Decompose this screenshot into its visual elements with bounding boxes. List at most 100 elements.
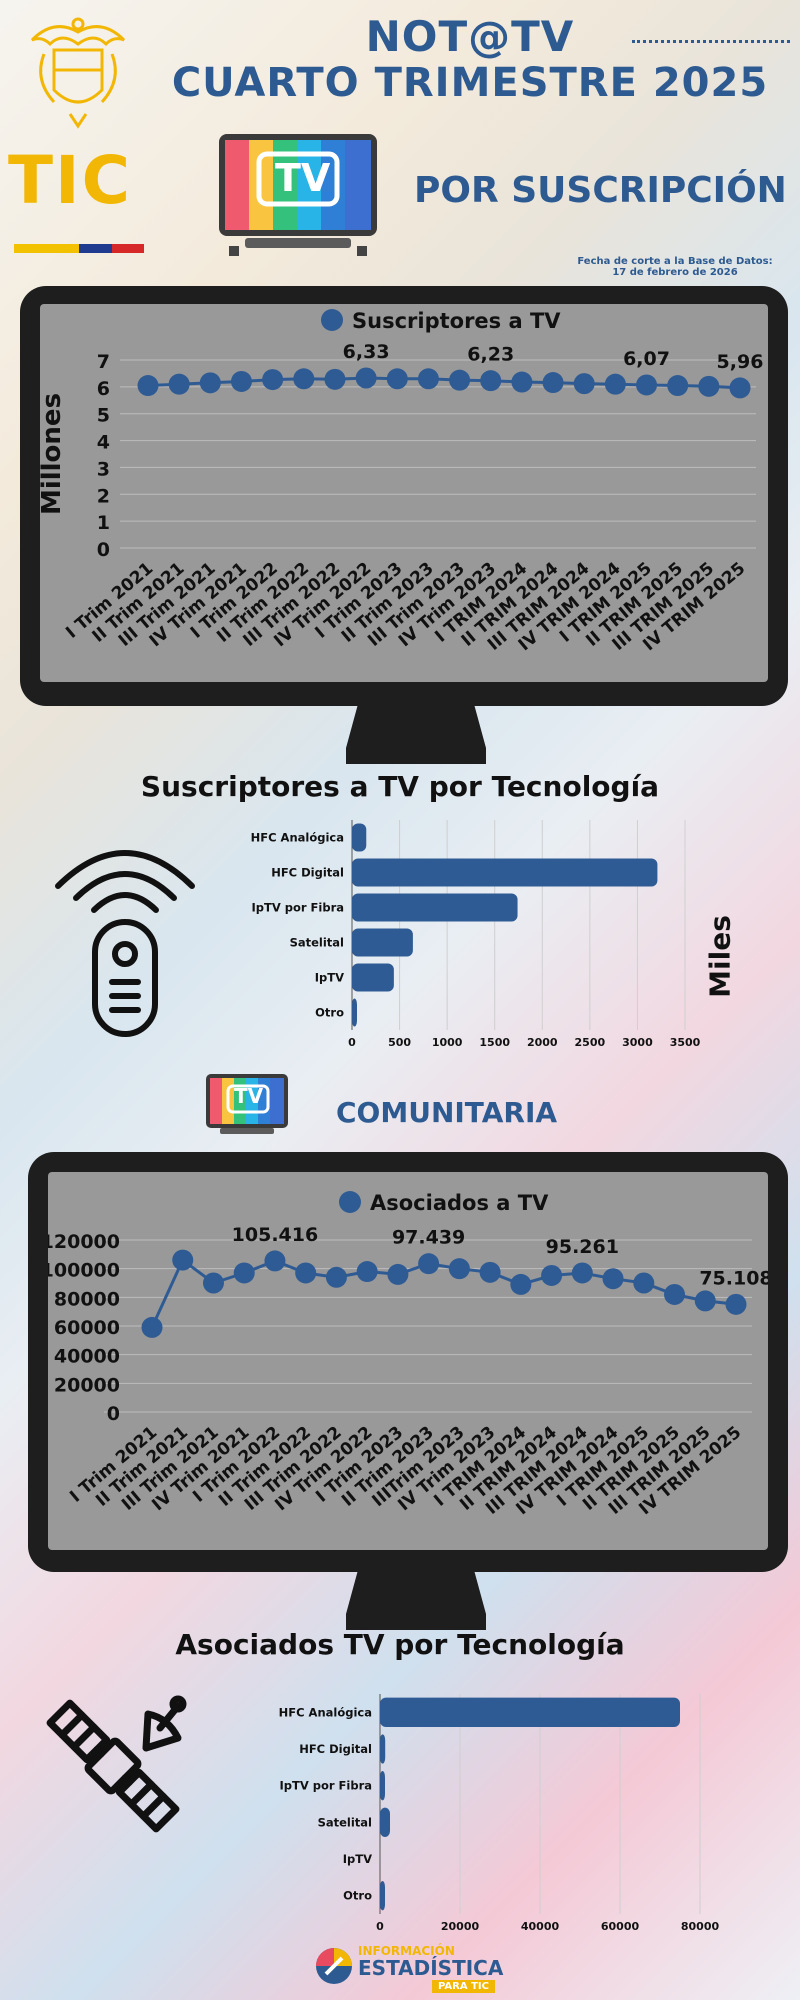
chart-asociados-tec: 0 20000 40000 60000 80000 HFC Analógica HFC Di… [279,1694,719,1933]
chart-asociados: Asociados a TV 0 20000 40000 60000 80000 10000… [48,1191,768,1519]
category-label: Satelital [318,1815,372,1829]
data-point [604,373,626,395]
footer-logo: INFORMACIÓN ESTADÍSTICA PARA TIC [308,1940,508,1996]
y-tick-label: 120000 [48,1231,120,1253]
y-tick-label: 60000 [54,1317,120,1339]
y-tick-label: 5 [97,405,110,427]
data-point [725,1293,747,1315]
category-label: Satelital [290,936,344,950]
data-point [636,374,658,396]
monitor-stand-2 [330,1570,502,1632]
monitor-stand-1 [330,704,502,766]
bar [380,1881,385,1911]
bar [380,1807,390,1837]
satellite-icon [28,1678,198,1854]
tv-icon-small-label: TV [234,1084,264,1108]
page-title-line1: NOT@TV [365,12,575,61]
y-tick-label: 40000 [54,1346,120,1368]
flag-stripe [14,244,144,253]
data-point [202,1272,224,1294]
data-point [386,368,408,390]
x-tick-label: 2500 [575,1036,606,1049]
y-tick-label: 0 [97,539,110,561]
data-point [199,372,221,394]
y-tick-label: 20000 [54,1374,120,1396]
data-point [324,368,346,390]
data-label: 6,33 [343,341,390,363]
data-label: 6,23 [467,344,514,366]
category-label: IpTV por Fibra [279,1779,372,1793]
footer-logo-icon [316,1948,352,1984]
data-point [729,377,751,399]
data-point [694,1290,716,1312]
data-label: 75.108 [699,1267,768,1289]
x-tick-label: 3000 [622,1036,653,1049]
data-point [698,375,720,397]
data-label: 105.416 [232,1224,319,1246]
category-label: Otro [315,1006,344,1020]
dotted-divider [632,40,790,43]
bar [352,858,658,887]
category-label: Otro [343,1889,372,1903]
data-point [264,1250,286,1272]
data-point [262,369,284,391]
data-point [571,1262,593,1284]
category-label: IpTV [315,971,344,985]
tv-icon-label: TV [275,156,331,200]
chart-title-asociados-tec: Asociados TV por Tecnología [175,1628,625,1661]
footer-line2: ESTADÍSTICA [358,1956,504,1980]
data-point [479,1261,501,1283]
monitor-screen-1 [40,304,768,682]
legend-marker [321,309,343,331]
data-label: 97.439 [392,1227,465,1249]
data-point [448,1258,470,1280]
data-point [325,1266,347,1288]
y-tick-label: 2 [97,485,110,507]
category-label: HFC Digital [299,1742,372,1756]
bar [380,1734,386,1764]
bar [352,998,357,1027]
data-point [233,1262,255,1284]
data-point [573,373,595,395]
bar [380,1771,385,1801]
y-tick-label: 3 [97,458,110,480]
y-tick-label: 4 [97,432,110,454]
y-tick-label: 1 [97,512,110,534]
data-point [664,1283,686,1305]
bar [352,928,413,957]
category-label: IpTV por Fibra [251,901,344,915]
y-tick-label: 0 [107,1403,120,1425]
data-point [633,1272,655,1294]
y-tick-label: 100000 [48,1260,120,1282]
cutoff-line2: 17 de febrero de 2026 [612,267,738,278]
data-point [168,373,190,395]
x-tick-label: 500 [388,1036,411,1049]
data-point [293,368,315,390]
x-tick-label: 40000 [521,1920,560,1933]
bar [352,823,367,852]
category-label: HFC Analógica [279,1705,372,1719]
cutoff-date: Fecha de corte a la Base de Datos: 17 de… [560,256,790,278]
x-tick-label: 1000 [432,1036,463,1049]
section-label-comunitaria: COMUNITARIA [336,1096,558,1129]
chart-suscriptores-tec: 0 500 1000 1500 2000 2500 3000 3500 HFC Analógic… [251,820,701,1049]
data-point [542,372,564,394]
data-point [602,1268,624,1290]
x-tick-label: 1500 [479,1036,510,1049]
data-point [387,1263,409,1285]
tv-icon-small: TV [204,1072,290,1138]
data-point [355,367,377,389]
data-label: 5,96 [717,351,764,373]
data-label: 6,07 [623,348,670,370]
data-point [511,371,533,393]
data-point [356,1261,378,1283]
coat-of-arms-icon [14,10,142,130]
x-tick-label: 60000 [601,1920,640,1933]
y-tick-label: 80000 [54,1288,120,1310]
chart-suscriptores: Suscriptores a TV 0 1 2 3 4 5 6 7 Millones 6,33 6,2… [40,309,764,655]
data-point [541,1264,563,1286]
data-point [449,369,471,391]
bar [352,893,518,922]
y-tick-label: 7 [97,351,110,373]
legend-label: Asociados a TV [370,1191,549,1215]
